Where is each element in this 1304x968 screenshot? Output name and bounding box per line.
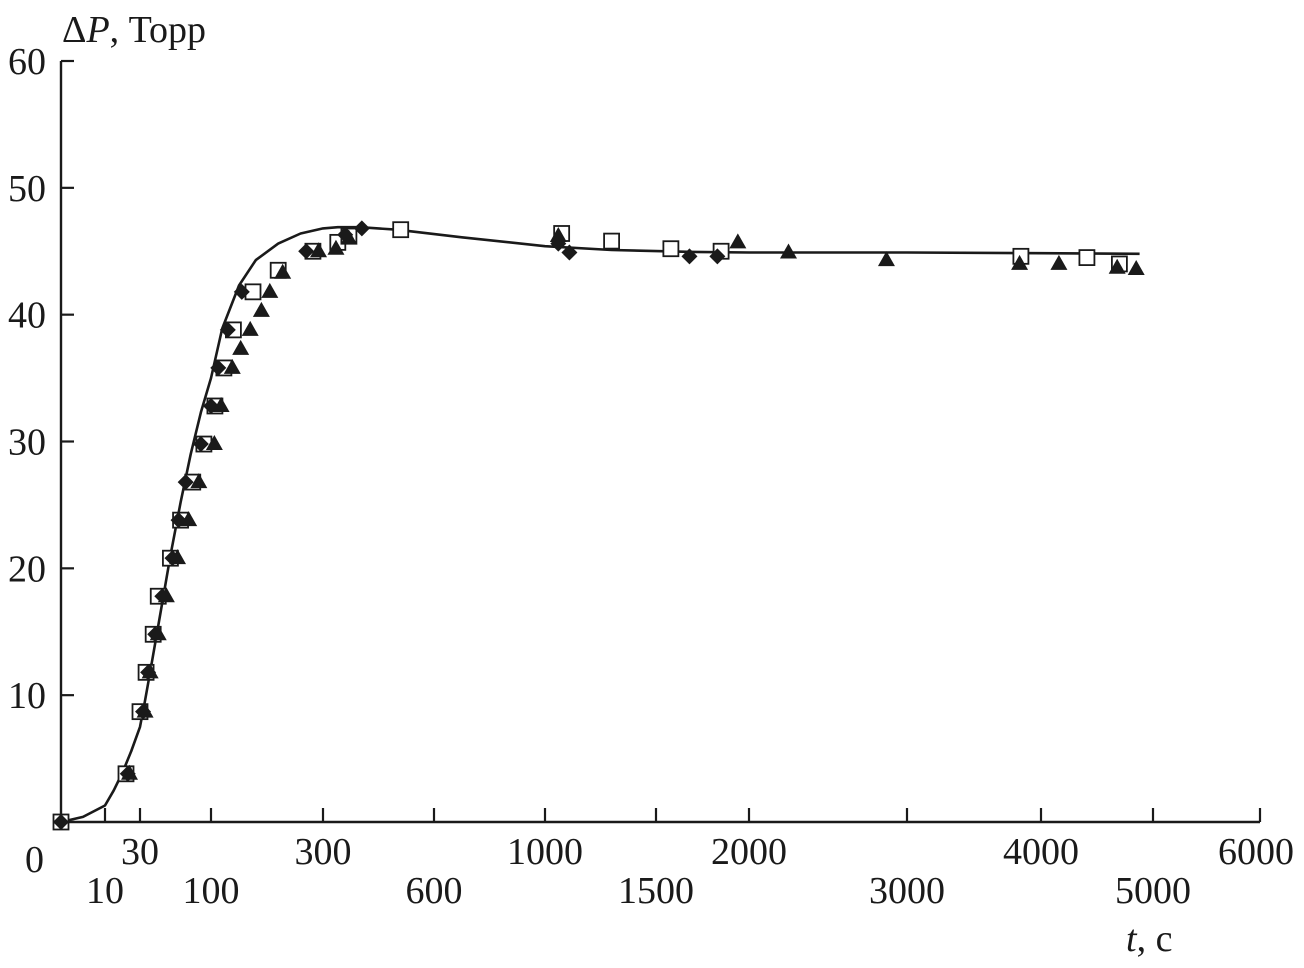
diamond-marker <box>210 359 227 376</box>
triangle-marker <box>1050 254 1068 270</box>
square-marker <box>392 221 410 239</box>
fit-curve <box>60 225 1140 824</box>
triangle-marker <box>223 358 241 374</box>
triangle-marker <box>729 233 747 249</box>
x-tick-label: 2000 <box>711 831 787 873</box>
x-ticks: 30 300 1000 2000 4000 6000 10 100 600 1500 3000 500… <box>86 808 1294 912</box>
triangle-marker <box>780 243 797 259</box>
triangle-marker <box>136 702 154 718</box>
diamond-marker <box>353 220 370 237</box>
fit-curve-layer <box>60 225 1140 824</box>
x-tick-label: 5000 <box>1115 870 1191 912</box>
triangle-marker <box>877 251 895 267</box>
triangle-marker <box>157 587 175 603</box>
x-tick-label: 100 <box>183 870 240 912</box>
y-axis-title: ΔP, Торр <box>62 9 206 51</box>
points-layer <box>52 220 1145 831</box>
y-tick-label: 50 <box>8 168 46 210</box>
y-tick-label: 60 <box>8 41 46 83</box>
triangle-marker <box>1108 258 1126 274</box>
diamond-marker <box>233 283 250 300</box>
triangle-marker <box>549 227 567 243</box>
triangle-marker <box>121 764 138 780</box>
triangle-marker <box>261 282 279 298</box>
triangle-marker <box>169 549 187 565</box>
y-tick-label: 40 <box>8 295 46 337</box>
x-tick-label: 30 <box>121 831 159 873</box>
square-marker <box>662 240 680 258</box>
diamond-marker <box>709 248 726 265</box>
y-tick-label: 0 <box>25 839 44 881</box>
x-tick-label: 1500 <box>618 870 694 912</box>
axes <box>59 61 1260 824</box>
y-tick-label: 20 <box>8 548 46 590</box>
triangle-marker <box>180 511 198 527</box>
triangle-marker <box>141 663 159 679</box>
diamond-marker <box>177 474 194 491</box>
triangle-marker <box>1011 254 1029 270</box>
square-marker <box>1078 249 1096 266</box>
y-tick-label: 10 <box>8 675 46 717</box>
x-tick-label: 6000 <box>1218 831 1294 873</box>
diamond-marker <box>192 436 209 453</box>
triangle-marker <box>274 263 292 279</box>
triangle-marker <box>205 435 223 451</box>
triangle-marker <box>340 229 358 245</box>
diamond-marker <box>53 814 69 830</box>
triangle-marker <box>232 339 250 355</box>
x-axis-title-symbol: t <box>1126 918 1138 960</box>
y-tick-label: 30 <box>8 422 46 464</box>
diamond-marker <box>681 248 698 265</box>
triangle-marker <box>252 301 270 317</box>
x-tick-label: 300 <box>295 831 352 873</box>
x-tick-label: 1000 <box>507 831 583 873</box>
y-axis-title-symbol: P <box>85 9 109 51</box>
x-tick-label: 600 <box>406 870 463 912</box>
triangle-marker <box>149 625 167 641</box>
diamond-marker <box>219 321 236 338</box>
triangle-marker <box>212 396 230 412</box>
diamond-marker <box>298 243 315 260</box>
y-axis-title-unit: , Торр <box>110 9 206 51</box>
triangle-marker <box>310 242 328 258</box>
triangle-marker <box>241 320 259 336</box>
diamond-marker <box>561 244 578 261</box>
x-tick-label: 3000 <box>869 870 945 912</box>
triangle-marker <box>327 239 345 255</box>
square-marker <box>603 232 620 250</box>
y-ticks: 0 10 20 30 40 50 60 <box>8 41 74 881</box>
x-tick-label: 10 <box>86 870 124 912</box>
triangle-marker <box>1127 260 1145 276</box>
x-axis-title-unit: , с <box>1137 918 1173 960</box>
x-axis-title: t, с <box>1126 918 1172 960</box>
y-axis-title-prefix: Δ <box>62 9 86 51</box>
x-tick-label: 4000 <box>1003 831 1079 873</box>
triangle-marker <box>190 473 208 489</box>
